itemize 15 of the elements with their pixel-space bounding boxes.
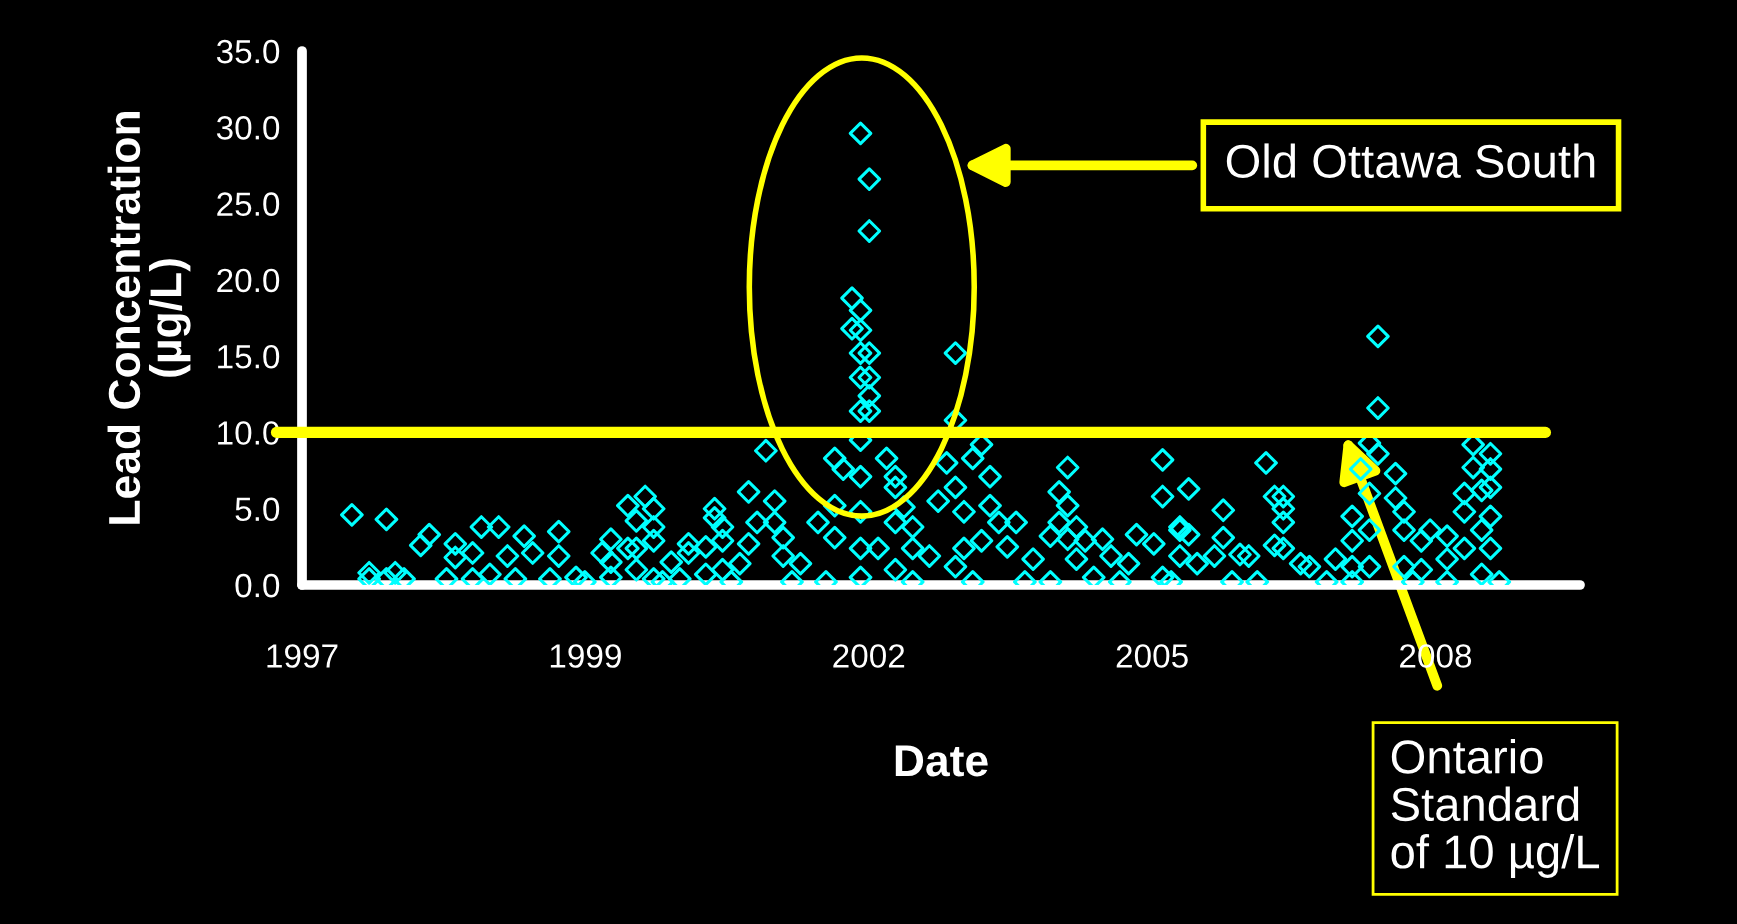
- y-tick-label: 15.0: [218, 344, 280, 369]
- y-tick-label: 30.0: [216, 116, 280, 140]
- x-tick-label: 2005: [1116, 644, 1188, 668]
- x-tick-label: 2002: [833, 644, 905, 668]
- annotation: Old Ottawa South: [1226, 143, 1595, 179]
- x-axis-title: Date: [895, 745, 988, 777]
- x-tick-label: 1997: [267, 644, 338, 668]
- y-tick-label: 25.0: [217, 192, 280, 216]
- ref-line-label: Ontario Standard of 10 µg/L: [1391, 739, 1600, 878]
- x-tick-label: 1999: [550, 644, 621, 668]
- y-tick-label: 20.0: [217, 268, 280, 293]
- y-tick-label: 35.0: [216, 39, 280, 64]
- y-tick-label: 0.0: [235, 573, 280, 598]
- y-tick-label: 5.0: [235, 497, 280, 522]
- y-axis-title: Lead Concentration (µg/L): [107, 112, 191, 524]
